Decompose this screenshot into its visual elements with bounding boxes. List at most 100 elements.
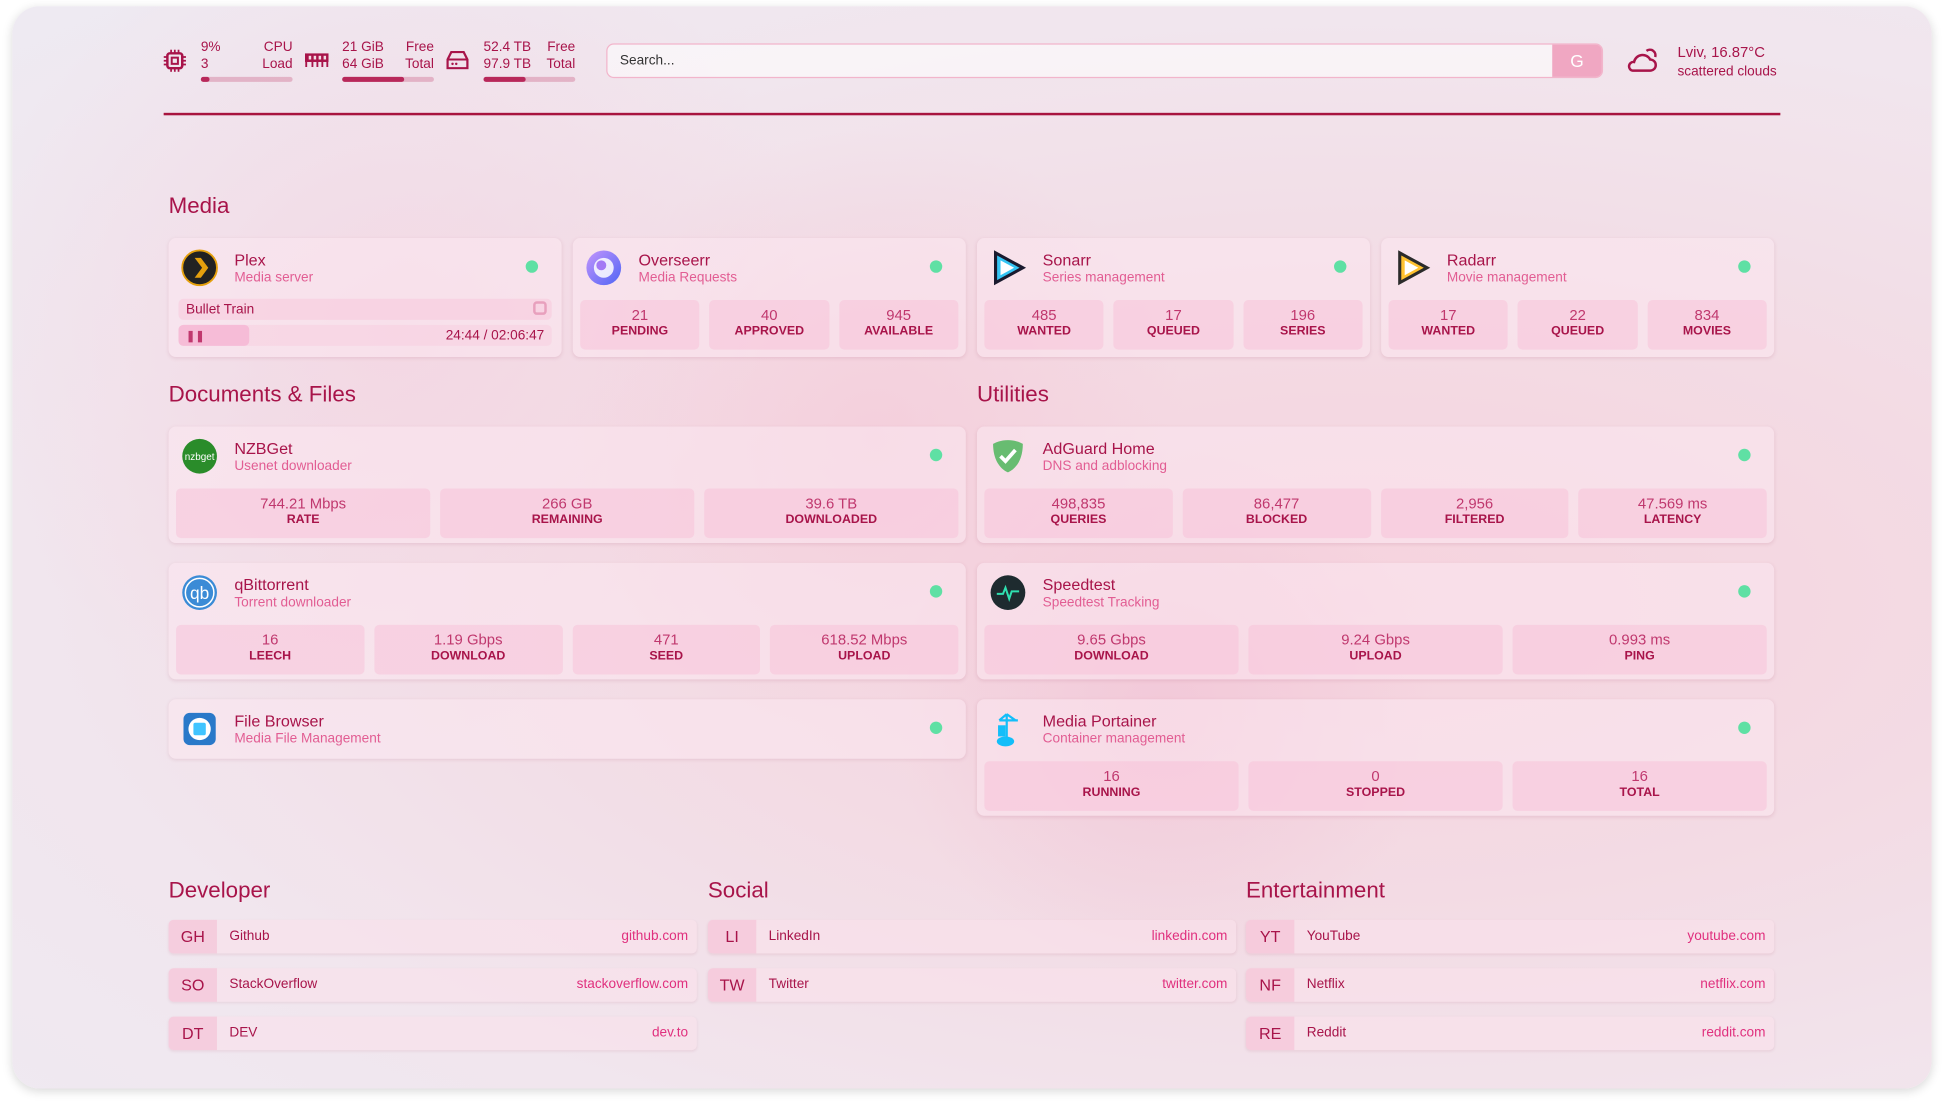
- stat-label: UPLOAD: [838, 649, 891, 664]
- service-card-sonarr[interactable]: Sonarr Series management 485 WANTED 17 QUEU…: [976, 238, 1370, 358]
- stats-row: 498,835 QUERIES 86,477 BLOCKED 2,956 FILTERED…: [984, 488, 1767, 539]
- stat-value: 47.569 ms: [1637, 494, 1708, 513]
- bookmark-url[interactable]: linkedin.com: [1151, 928, 1228, 944]
- stat-box: 17 QUEUED: [1113, 300, 1234, 350]
- bookmark-url[interactable]: github.com: [621, 928, 689, 944]
- service-card-overseerr[interactable]: Overseerr Media Requests 21 PENDING 40 APPR…: [572, 238, 966, 358]
- stat-value: 0.993 ms: [1609, 631, 1671, 649]
- stat-value: 196: [1290, 306, 1316, 324]
- stats-row: 17 WANTED 22 QUEUED 834 MOVIES: [1388, 300, 1767, 350]
- service-card-filebrowser[interactable]: File Browser Media File Management: [168, 699, 966, 759]
- stat-box: 1.19 Gbps DOWNLOAD: [374, 624, 563, 675]
- stat-value: 744.21 Mbps: [260, 494, 347, 513]
- service-card-speedtest[interactable]: Speedtest Speedtest Tracking 9.65 Gbps DO…: [976, 562, 1775, 680]
- stat-label: PING: [1624, 649, 1655, 664]
- stat-label: FILTERED: [1444, 513, 1505, 527]
- section-media: Media: [168, 193, 230, 219]
- search-engine-button[interactable]: G: [1552, 44, 1602, 77]
- status-dot: [1738, 585, 1751, 598]
- bookmark-url[interactable]: stackoverflow.com: [576, 976, 689, 992]
- disk-stat: 52.4 TB Free 97.9 TB Total: [483, 38, 576, 82]
- now-playing-row: Bullet Train: [178, 298, 552, 320]
- playback-progress-fill: [178, 324, 250, 346]
- status-dot: [1738, 721, 1751, 734]
- bookmark-name: DEV: [229, 1025, 258, 1041]
- stat-label: SEED: [649, 649, 684, 664]
- section-developer: Developer: [168, 877, 271, 903]
- service-card-adguard[interactable]: AdGuard Home DNS and adblocking 498,835 Q…: [976, 426, 1775, 544]
- stat-value: 471: [653, 631, 679, 649]
- device-icon: [533, 301, 547, 315]
- stat-value: 22: [1569, 306, 1586, 324]
- service-subtitle: DNS and adblocking: [1042, 458, 1168, 474]
- stat-box: 17 WANTED: [1388, 300, 1509, 350]
- stat-value: 21: [631, 306, 649, 324]
- pause-icon[interactable]: ❚❚: [185, 329, 205, 343]
- bookmark-url[interactable]: netflix.com: [1700, 976, 1766, 992]
- service-title: Speedtest: [1042, 575, 1116, 594]
- bookmark-abbr: LI: [707, 919, 757, 954]
- stat-value: 618.52 Mbps: [821, 631, 908, 649]
- service-card-plex[interactable]: Plex Media server Bullet Train ❚❚ 24:44 …: [168, 238, 562, 358]
- stat-box: 9.24 Gbps UPLOAD: [1248, 624, 1503, 675]
- stat-box: 266 GB REMAINING: [440, 488, 695, 539]
- cloud-sun-icon: [1627, 48, 1657, 72]
- bookmark-name: LinkedIn: [768, 928, 821, 944]
- service-card-portainer[interactable]: Media Portainer Container management 16 R…: [976, 699, 1775, 816]
- overseerr-icon: [586, 250, 622, 286]
- stat-box: 618.52 Mbps UPLOAD: [770, 624, 959, 675]
- bookmark-twitter[interactable]: TW Twitter twitter.com: [707, 968, 1237, 1002]
- stat-value: 9.24 Gbps: [1341, 631, 1410, 649]
- bookmark-stackoverflow[interactable]: SO StackOverflow stackoverflow.com: [168, 968, 697, 1002]
- bookmark-name: Reddit: [1306, 1025, 1347, 1041]
- stat-value: 86,477: [1253, 494, 1300, 513]
- dashboard-window: [12, 6, 1932, 1089]
- bookmark-url[interactable]: reddit.com: [1701, 1025, 1766, 1041]
- bookmark-youtube[interactable]: YT YouTube youtube.com: [1245, 919, 1775, 954]
- portainer-icon: [996, 713, 1018, 747]
- bookmark-abbr: DT: [168, 1016, 217, 1051]
- stat-box: 21 PENDING: [580, 300, 700, 350]
- bookmark-dev[interactable]: DT DEV dev.to: [168, 1016, 697, 1051]
- bookmark-url[interactable]: dev.to: [651, 1025, 689, 1041]
- ram-usage-bar: [342, 76, 434, 82]
- stat-label: QUERIES: [1050, 513, 1107, 527]
- service-card-nzbget[interactable]: nzbget NZBGet Usenet downloader 744.21 M…: [168, 426, 966, 544]
- bookmark-netflix[interactable]: NF Netflix netflix.com: [1245, 968, 1775, 1002]
- bookmark-url[interactable]: twitter.com: [1162, 976, 1228, 992]
- stat-value: 266 GB: [541, 494, 593, 513]
- stat-label: WANTED: [1421, 324, 1476, 339]
- status-dot: [1334, 260, 1347, 273]
- qbittorrent-icon: qb: [182, 575, 217, 610]
- service-card-radarr[interactable]: Radarr Movie management 17 WANTED 22 QUEUED…: [1381, 238, 1775, 358]
- bookmark-abbr: NF: [1245, 968, 1295, 1002]
- stat-box: 22 QUEUED: [1517, 300, 1638, 350]
- playback-progress[interactable]: ❚❚ 24:44 / 02:06:47: [178, 324, 552, 346]
- stat-label: DOWNLOAD: [1074, 649, 1149, 664]
- service-title: Media Portainer: [1042, 711, 1157, 731]
- cpu-stat: 9% CPU 3 Load: [200, 38, 293, 82]
- stat-box: 39.6 TB DOWNLOADED: [704, 488, 959, 539]
- service-title: AdGuard Home: [1042, 438, 1155, 458]
- stat-label: AVAILABLE: [864, 324, 934, 339]
- stat-label: LATENCY: [1643, 513, 1702, 527]
- stat-box: 16 RUNNING: [984, 761, 1239, 811]
- service-card-qbittorrent[interactable]: qb qBittorrent Torrent downloader 16 LEEC…: [168, 562, 966, 680]
- stat-label: STOPPED: [1346, 786, 1406, 800]
- bookmark-github[interactable]: GH Github github.com: [168, 919, 697, 954]
- stat-box: 16 LEECH: [176, 624, 365, 675]
- bookmark-reddit[interactable]: RE Reddit reddit.com: [1245, 1016, 1775, 1051]
- stat-label: MOVIES: [1682, 324, 1732, 339]
- stat-label: APPROVED: [734, 324, 805, 339]
- bookmark-abbr: RE: [1245, 1016, 1295, 1051]
- bookmark-url[interactable]: youtube.com: [1687, 928, 1766, 944]
- stat-label: TOTAL: [1619, 786, 1660, 800]
- stat-label: REMAINING: [531, 513, 603, 527]
- bookmark-linkedin[interactable]: LI LinkedIn linkedin.com: [707, 919, 1237, 954]
- stat-box: 47.569 ms LATENCY: [1578, 488, 1767, 539]
- svg-text:nzbget: nzbget: [185, 452, 215, 463]
- section-social: Social: [707, 877, 769, 903]
- stats-row: 485 WANTED 17 QUEUED 196 SERIES: [984, 300, 1363, 350]
- stat-value: 40: [761, 306, 778, 324]
- search-input[interactable]: Search... G: [606, 43, 1604, 79]
